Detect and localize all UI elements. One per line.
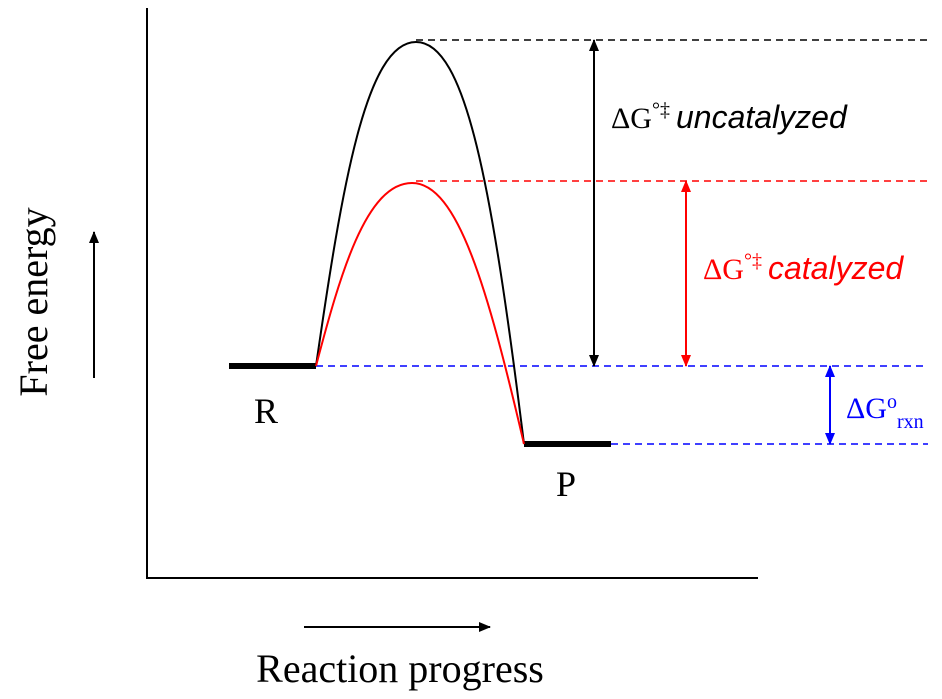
x-axis-label: Reaction progress <box>256 646 544 691</box>
product-label: P <box>556 464 576 504</box>
y-axis-label: Free energy <box>11 207 56 396</box>
catalyzed-curve <box>315 181 525 445</box>
uncatalyzed-curve <box>315 40 525 445</box>
reactant-label: R <box>254 391 278 431</box>
reaction-free-energy-label: ΔGorxn <box>846 391 924 433</box>
catalyzed-activation-label: ΔG°‡ catalyzed <box>703 250 904 286</box>
uncatalyzed-activation-label: ΔG°‡ uncatalyzed <box>611 99 848 135</box>
